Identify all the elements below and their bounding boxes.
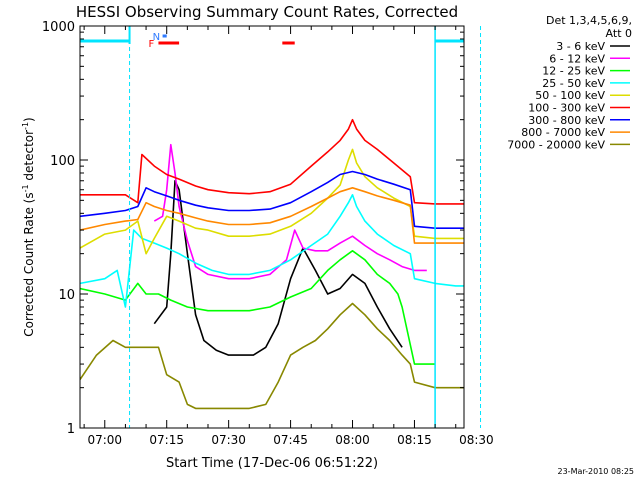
y-tick-label: 1000	[42, 20, 75, 35]
timestamp: 23-Mar-2010 08:25	[558, 467, 635, 476]
legend-item-label: 12 - 25 keV	[542, 65, 605, 78]
x-tick-label: 07:15	[149, 433, 184, 447]
legend-item-label: 25 - 50 keV	[542, 77, 605, 90]
legend-item-label: 100 - 300 keV	[528, 102, 605, 115]
y-axis-label: Corrected Count Rate (s-1 detector-1)	[21, 117, 36, 336]
plot-frame	[79, 25, 465, 429]
x-tick-label: 08:15	[397, 433, 432, 447]
flag-label-n: N	[153, 32, 160, 43]
series-line-6	[80, 170, 464, 229]
x-tick-label: 07:00	[87, 433, 122, 447]
legend-attenuator-line: Att 0	[606, 27, 632, 40]
x-tick-label: 08:30	[459, 433, 494, 447]
x-tick-label: 07:45	[273, 433, 308, 447]
series-line-1	[153, 143, 427, 280]
legend-item-label: 3 - 6 keV	[556, 40, 605, 53]
y-tick-label: 10	[58, 288, 75, 303]
x-tick-label: 07:30	[211, 433, 246, 447]
series-line-7	[80, 187, 464, 244]
legend-item-label: 800 - 7000 keV	[521, 126, 605, 139]
flag-label-f: F	[148, 39, 154, 50]
legend-item-label: 300 - 800 keV	[528, 114, 605, 127]
x-tick-label: 08:00	[335, 433, 370, 447]
legend-detector-line: Det 1,3,4,5,6,9,	[546, 14, 632, 27]
series-line-2	[80, 250, 436, 365]
y-tick-label: 100	[50, 154, 75, 169]
series-line-0	[153, 180, 403, 356]
series-lines	[80, 118, 464, 410]
legend-item-label: 50 - 100 keV	[535, 89, 605, 102]
series-line-3	[80, 194, 464, 308]
y-tick-label: 1	[67, 422, 75, 437]
series-line-5	[80, 118, 464, 205]
legend-item-label: 7000 - 20000 keV	[507, 138, 605, 151]
series-line-8	[80, 302, 464, 410]
x-axis-label: Start Time (17-Dec-06 06:51:22)	[166, 456, 378, 471]
legend-item-label: 6 - 12 keV	[549, 52, 605, 65]
chart-title: HESSI Observing Summary Count Rates, Cor…	[76, 3, 458, 21]
